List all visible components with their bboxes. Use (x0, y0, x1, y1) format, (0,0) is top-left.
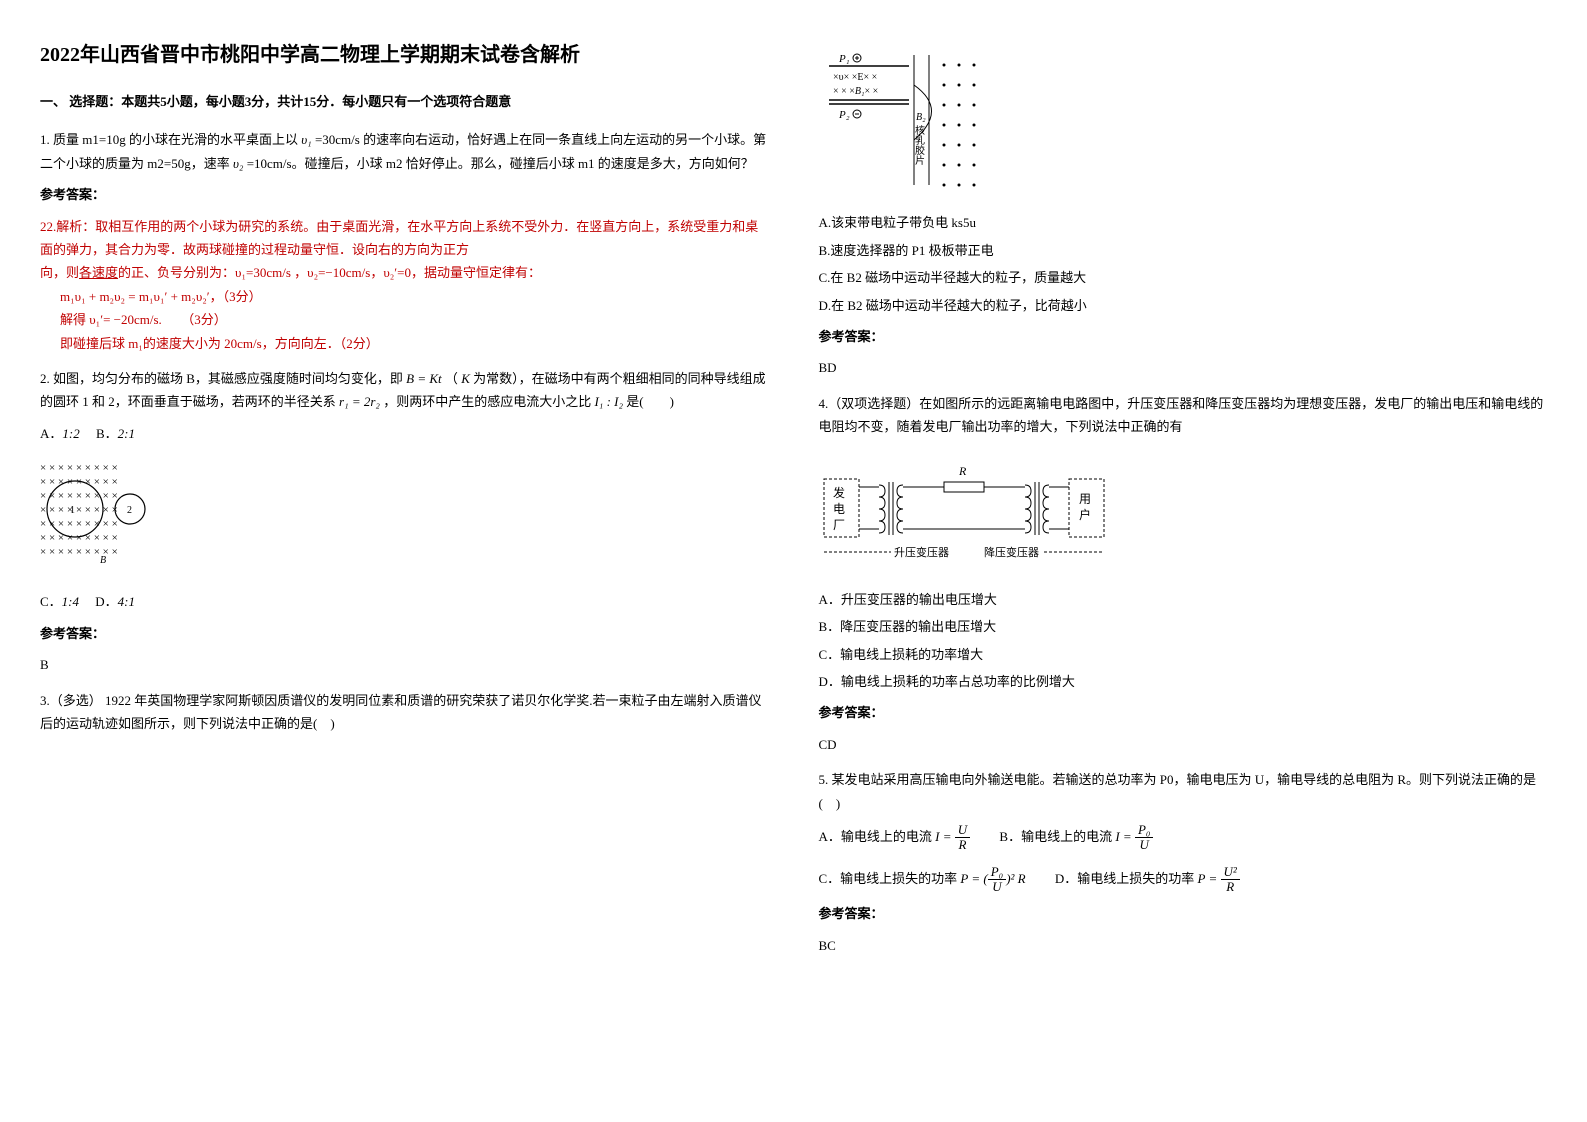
svg-text:升压变压器: 升压变压器 (894, 545, 949, 559)
question-4-diagram: 发 电 厂 R (819, 457, 1119, 574)
answer-label: 参考答案： (819, 325, 1548, 348)
question-3-intro: 3.（多选） 1922 年英国物理学家阿斯顿因质谱仪的发明同位素和质谱的研究荣获… (40, 689, 769, 736)
question-4: 4.（双项选择题）在如图所示的远距离输电电路图中，升压变压器和降压变压器均为理想… (819, 392, 1548, 757)
svg-text:× × × × × × × × ×: × × × × × × × × × (40, 546, 118, 558)
question-3-option-a: A.该束带电粒子带负电 ks5u (819, 211, 1548, 234)
svg-text:核乳胶片: 核乳胶片 (912, 124, 924, 166)
svg-text:× × × × × × × × ×: × × × × × × × × × (40, 490, 118, 502)
section-1-header: 一、 选择题：本题共5小题，每小题3分，共计15分．每小题只有一个选项符合题意 (40, 90, 769, 113)
question-4-text: 4.（双项选择题）在如图所示的远距离输电电路图中，升压变压器和降压变压器均为理想… (819, 392, 1548, 439)
svg-text:降压变压器: 降压变压器 (984, 545, 1039, 559)
svg-text:厂: 厂 (833, 518, 845, 532)
question-5-answer: BC (819, 934, 1548, 957)
svg-text:×υ× ×E× ×: ×υ× ×E× × (833, 72, 877, 83)
svg-text:发: 发 (833, 485, 845, 500)
svg-text:1: 1 (70, 505, 75, 516)
question-1-text: 1. 质量 m1=10g 的小球在光滑的水平桌面上以 υ₁ =30cm/s 的速… (40, 128, 769, 175)
question-4-option-c: C．输电线上损耗的功率增大 (819, 643, 1548, 666)
question-3-text: 3.（多选） 1922 年英国物理学家阿斯顿因质谱仪的发明同位素和质谱的研究荣获… (40, 689, 769, 736)
question-3-option-b: B.速度选择器的 P1 极板带正电 (819, 239, 1548, 262)
question-4-option-a: A．升压变压器的输出电压增大 (819, 588, 1548, 611)
question-5-options-ab: A．输电线上的电流 I = UR B．输电线上的电流 I = P₀U (819, 823, 1548, 853)
document-title: 2022年山西省晋中市桃阳中学高二物理上学期期末试卷含解析 (40, 40, 769, 70)
question-3-option-c: C.在 B2 磁场中运动半径越大的粒子，质量越大 (819, 266, 1548, 289)
question-4-option-d: D．输电线上损耗的功率占总功率的比例增大 (819, 670, 1548, 693)
question-4-option-b: B．降压变压器的输出电压增大 (819, 615, 1548, 638)
svg-text:2: 2 (127, 505, 132, 516)
question-5-text: 5. 某发电站采用高压输电向外输送电能。若输送的总功率为 P0，输电电压为 U，… (819, 768, 1548, 815)
svg-text:× × ×B₁× ×: × × ×B₁× × (833, 86, 878, 97)
question-2: 2. 如图，均匀分布的磁场 B，其磁感应强度随时间均匀变化，即 B = Kt （… (40, 367, 769, 677)
question-4-answer: CD (819, 733, 1548, 756)
svg-text:B: B (100, 555, 106, 566)
svg-text:用: 用 (1079, 492, 1091, 506)
right-column: P₁ ×υ× ×E× × × × ×B₁× × P₂ (819, 40, 1548, 969)
question-2-options-cd: C．1:4 D．4:1 (40, 590, 769, 613)
svg-text:电: 电 (833, 502, 845, 516)
svg-text:P₁: P₁ (838, 53, 850, 65)
svg-text:B₂: B₂ (916, 112, 926, 123)
answer-label: 参考答案： (819, 701, 1548, 724)
question-2-diagram: × × × × × × × × × × × × × × × × × × × × … (40, 459, 170, 576)
svg-text:R: R (958, 464, 967, 478)
question-3-diagram: P₁ ×υ× ×E× × × × ×B₁× × P₂ (819, 50, 1019, 197)
svg-text:× × × × × × × × ×: × × × × × × × × × (40, 462, 118, 474)
question-5-options-cd: C．输电线上损失的功率 P = (P₀U)² R D．输电线上损失的功率 P =… (819, 865, 1548, 895)
svg-text:× × × × × × × × ×: × × × × × × × × × (40, 504, 118, 516)
question-2-options-ab: A．1:2 B．2:1 (40, 422, 769, 445)
question-3-option-d: D.在 B2 磁场中运动半径越大的粒子，比荷越小 (819, 294, 1548, 317)
svg-text:户: 户 (1079, 507, 1091, 522)
svg-text:× × × × × × × × ×: × × × × × × × × × (40, 532, 118, 544)
question-1: 1. 质量 m1=10g 的小球在光滑的水平桌面上以 υ₁ =30cm/s 的速… (40, 128, 769, 355)
question-2-text: 2. 如图，均匀分布的磁场 B，其磁感应强度随时间均匀变化，即 B = Kt （… (40, 367, 769, 414)
question-5: 5. 某发电站采用高压输电向外输送电能。若输送的总功率为 P0，输电电压为 U，… (819, 768, 1548, 957)
question-3-answer: BD (819, 356, 1548, 379)
svg-text:P₂: P₂ (838, 109, 850, 121)
answer-label: 参考答案： (40, 622, 769, 645)
svg-text:× × × × × × × × ×: × × × × × × × × × (40, 476, 118, 488)
question-2-answer: B (40, 653, 769, 676)
left-column: 2022年山西省晋中市桃阳中学高二物理上学期期末试卷含解析 一、 选择题：本题共… (40, 40, 769, 969)
answer-label: 参考答案： (40, 183, 769, 206)
answer-label: 参考答案： (819, 902, 1548, 925)
question-1-solution: 22.解析：取相互作用的两个小球为研究的系统。由于桌面光滑，在水平方向上系统不受… (40, 215, 769, 355)
